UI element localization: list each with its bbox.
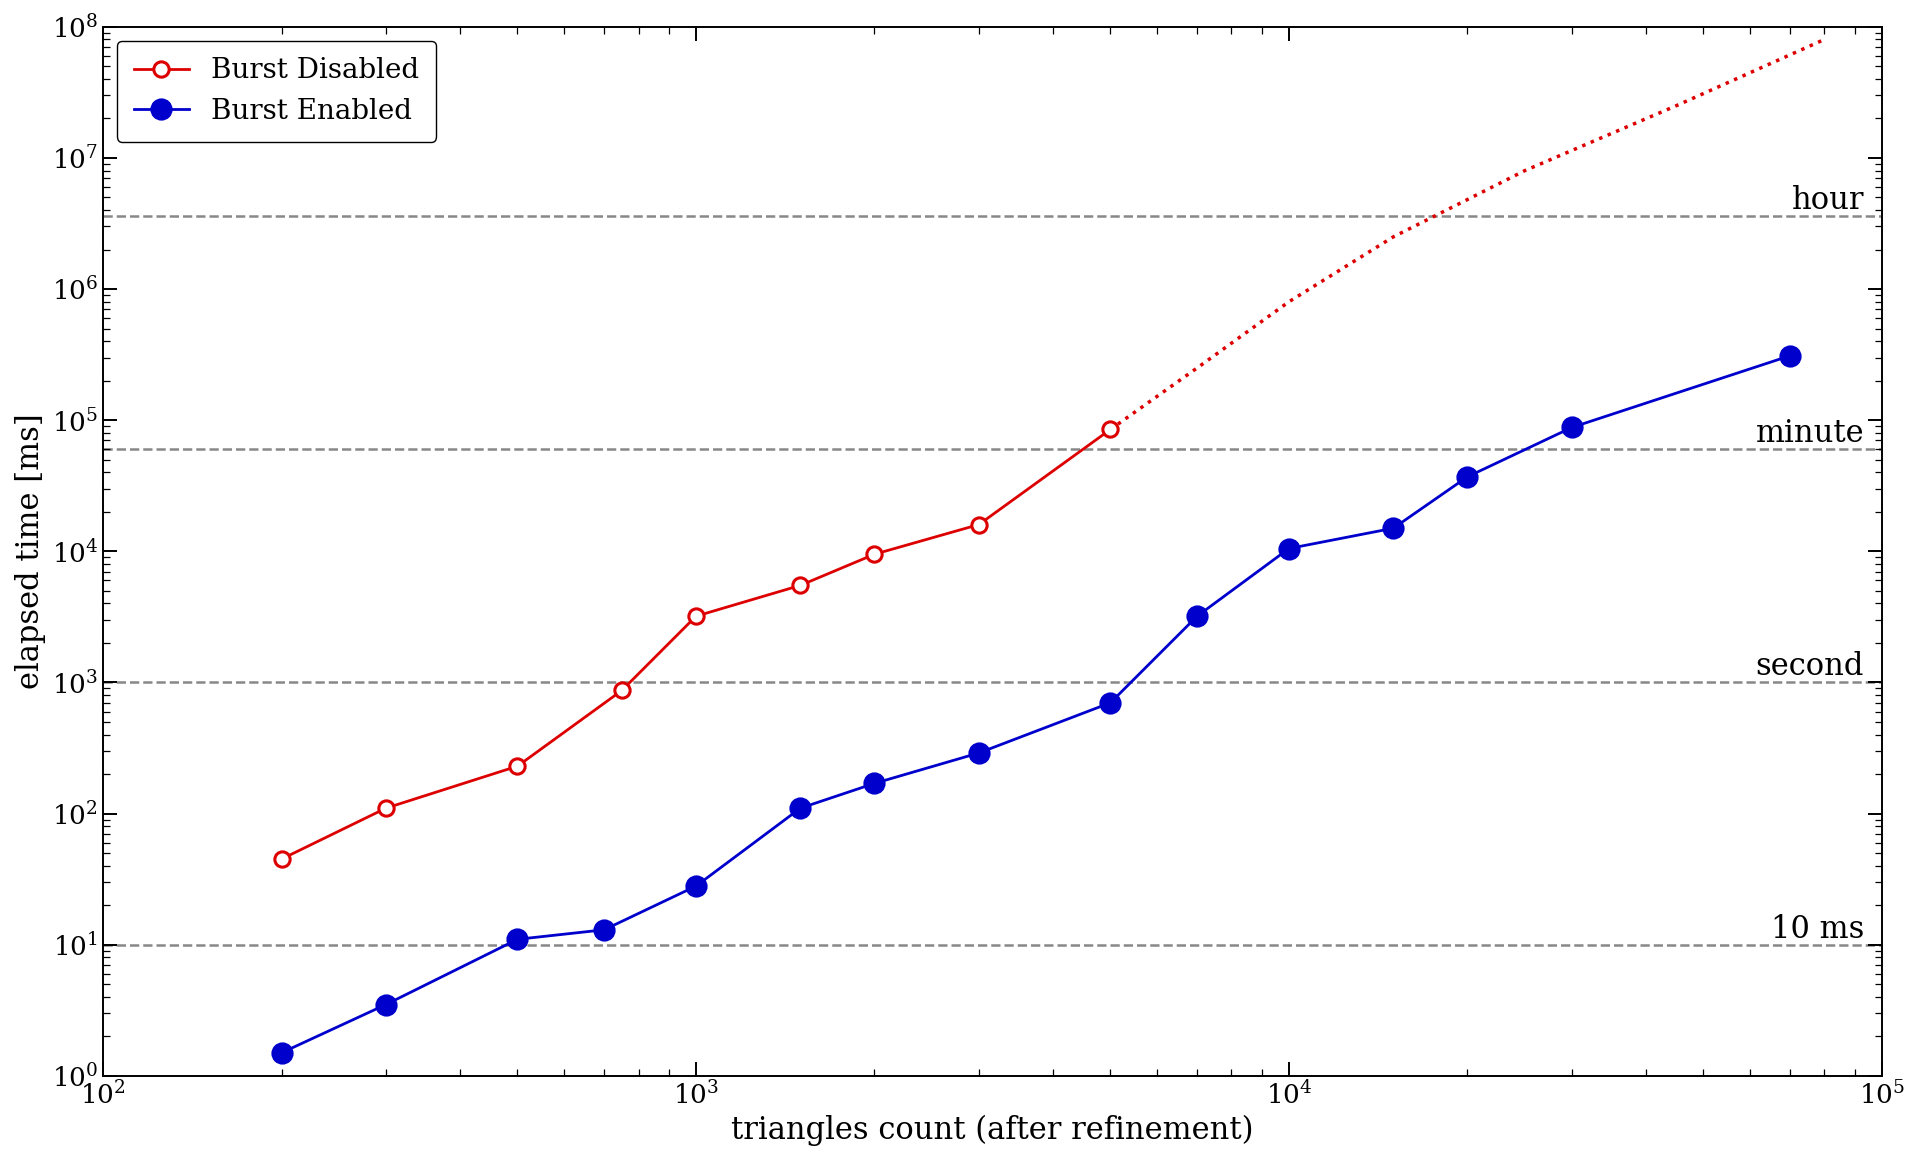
X-axis label: triangles count (after refinement): triangles count (after refinement) xyxy=(732,1115,1254,1146)
Burst Disabled xyxy=(271,852,294,866)
Burst Enabled xyxy=(862,777,885,791)
Burst Disabled xyxy=(789,578,812,592)
Burst Enabled xyxy=(374,997,397,1011)
Burst Enabled xyxy=(968,747,991,760)
Text: hour: hour xyxy=(1791,185,1864,216)
Burst Disabled xyxy=(611,684,634,698)
Burst Enabled xyxy=(1778,348,1801,362)
Burst Enabled xyxy=(1098,695,1121,709)
Burst Enabled xyxy=(1382,521,1405,535)
Burst Enabled xyxy=(507,932,530,946)
Burst Disabled xyxy=(684,610,707,623)
Legend: Burst Disabled, Burst Enabled: Burst Disabled, Burst Enabled xyxy=(117,41,436,142)
Text: minute: minute xyxy=(1755,418,1864,449)
Burst Enabled xyxy=(1455,470,1478,484)
Burst Enabled xyxy=(1277,541,1300,555)
Line: Burst Enabled: Burst Enabled xyxy=(273,346,1799,1062)
Burst Enabled xyxy=(1185,610,1208,623)
Burst Enabled xyxy=(271,1046,294,1060)
Burst Disabled xyxy=(374,801,397,815)
Line: Burst Disabled: Burst Disabled xyxy=(275,421,1117,867)
Text: 10 ms: 10 ms xyxy=(1770,914,1864,945)
Burst Enabled xyxy=(593,923,616,937)
Burst Enabled xyxy=(684,879,707,893)
Burst Disabled xyxy=(1098,423,1121,437)
Text: second: second xyxy=(1755,651,1864,683)
Y-axis label: elapsed time [ms]: elapsed time [ms] xyxy=(15,413,46,690)
Burst Disabled xyxy=(862,547,885,561)
Burst Enabled xyxy=(789,801,812,815)
Burst Disabled xyxy=(968,518,991,532)
Burst Disabled xyxy=(507,759,530,773)
Burst Enabled xyxy=(1561,420,1584,434)
